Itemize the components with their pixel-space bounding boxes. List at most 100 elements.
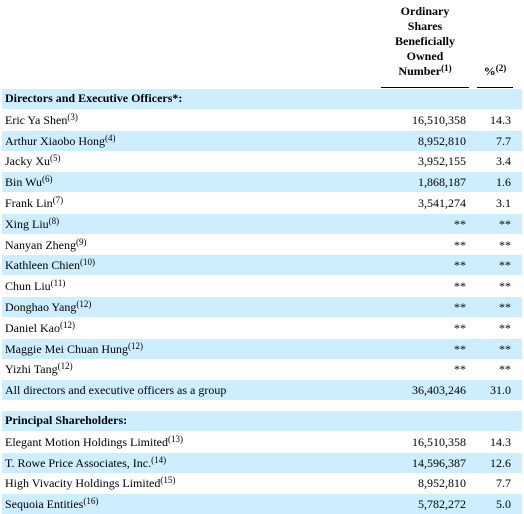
percent-value: 1.6 [496, 175, 511, 190]
percent-value: 5.0 [496, 497, 511, 512]
column-heading: %(2) [477, 64, 513, 79]
column-heading: Owned [381, 49, 469, 64]
holder-name: Kathleen Chien(10) [5, 258, 95, 273]
header-rule [381, 87, 469, 88]
name-text: Frank Lin [5, 196, 53, 210]
holder-name: Arthur Xiaobo Hong(4) [5, 132, 116, 149]
footnote-ref: (14) [151, 454, 167, 465]
shares-value: 8,952,810 [418, 476, 466, 491]
footnote-ref: (6) [41, 174, 53, 185]
holder-name: Elegant Motion Holdings Limited(13) [5, 433, 183, 450]
footnote-ref: (16) [83, 496, 99, 507]
percent-value: 12.6 [490, 455, 511, 470]
shares-value: ** [454, 258, 466, 273]
footnote-ref: (8) [48, 215, 60, 226]
section-title: Principal Shareholders: [5, 413, 128, 427]
section-band [2, 411, 522, 431]
holder-name: Donghao Yang(12) [5, 300, 91, 315]
name-text: Eric Ya Shen [5, 112, 68, 127]
holder-name: Nanyan Zheng(9) [5, 237, 86, 253]
name-text: Chun Liu [5, 279, 51, 294]
row-band [2, 130, 522, 151]
name-text: Daniel Kao [5, 320, 60, 335]
name-text: Kathleen Chien [5, 258, 80, 273]
percent-value: 14.3 [490, 112, 511, 127]
column-heading: Shares [381, 19, 469, 34]
row-band [2, 297, 522, 317]
heading-text: Beneficially [395, 34, 455, 48]
holder-name: Sequoia Entities(16) [5, 497, 98, 512]
holder-name: Jacky Xu(5) [5, 154, 61, 169]
holder-name: High Vivacity Holdings Limited(15) [5, 476, 175, 491]
row-band [2, 255, 522, 276]
footnote-ref: (10) [79, 257, 95, 268]
percent-value: ** [499, 279, 511, 294]
footnote-ref: (12) [127, 340, 143, 351]
heading-text: Number [398, 64, 442, 78]
holder-name: Bin Wu(6) [5, 175, 52, 190]
shares-value: ** [454, 216, 466, 231]
footnote-ref: (1) [441, 63, 452, 73]
percent-value: ** [499, 258, 511, 273]
footnote-ref: (13) [167, 433, 183, 444]
header-rule [477, 87, 513, 88]
name-text: Yizhi Tang [5, 362, 58, 377]
heading-text: Owned [406, 49, 444, 63]
percent-value: 14.3 [490, 434, 511, 449]
column-heading: Ordinary [381, 4, 469, 19]
column-heading: Beneficially [381, 34, 469, 49]
name-text: High Vivacity Holdings Limited [5, 476, 161, 491]
percent-value: ** [499, 320, 511, 335]
shares-value: 3,541,274 [418, 196, 466, 210]
footnote-ref: (15) [160, 475, 176, 486]
holder-name: Eric Ya Shen(3) [5, 111, 78, 128]
name-text: T. Rowe Price Associates, Inc. [5, 455, 152, 470]
footnote-ref: (3) [67, 111, 78, 122]
shares-value: 8,952,810 [418, 133, 466, 148]
holder-name: Daniel Kao(12) [5, 319, 75, 336]
row-band [2, 213, 522, 234]
heading-text: Shares [407, 19, 443, 33]
name-text: Xing Liu [5, 216, 49, 231]
row-band [2, 380, 522, 401]
percent-value: 31.0 [490, 383, 511, 398]
footnote-ref: (12) [59, 319, 75, 330]
name-text: Jacky Xu [5, 154, 50, 169]
row-band [2, 172, 522, 193]
footnote-ref: (11) [50, 278, 66, 289]
shares-value: ** [454, 320, 466, 335]
percent-value: ** [499, 362, 511, 377]
shares-value: ** [454, 237, 466, 252]
shares-value: 14,596,387 [412, 455, 466, 470]
name-text: Donghao Yang [5, 300, 77, 314]
shares-value: 5,782,272 [418, 497, 466, 512]
footnote-ref: (12) [57, 361, 73, 372]
column-heading: Number(1) [381, 64, 469, 79]
holder-name: Maggie Mei Chuan Hung(12) [5, 340, 143, 357]
holder-name: T. Rowe Price Associates, Inc.(14) [5, 454, 167, 471]
percent-value: ** [499, 237, 511, 252]
row-band [2, 338, 522, 359]
name-text: Maggie Mei Chuan Hung [5, 341, 128, 356]
heading-text: % [483, 64, 496, 78]
shares-value: 1,868,187 [418, 175, 466, 190]
row-band [2, 452, 522, 473]
percent-value: 7.7 [496, 133, 511, 148]
section-band [2, 89, 522, 109]
shares-value: 3,952,155 [418, 154, 466, 169]
footnote-ref: (7) [52, 195, 64, 205]
heading-text: Ordinary [400, 4, 450, 18]
shares-value: ** [454, 300, 466, 314]
name-text: All directors and executive officers as … [5, 383, 227, 398]
holder-name: All directors and executive officers as … [5, 383, 226, 398]
percent-value: ** [499, 300, 511, 314]
percent-value: ** [499, 216, 511, 231]
footnote-ref: (4) [104, 132, 116, 143]
name-text: Nanyan Zheng [5, 237, 76, 252]
footnote-ref: (2) [495, 63, 507, 73]
percent-value: ** [499, 341, 511, 356]
name-text: Elegant Motion Holdings Limited [5, 434, 168, 449]
percent-value: 7.7 [496, 476, 511, 491]
holder-name: Yizhi Tang(12) [5, 362, 73, 377]
